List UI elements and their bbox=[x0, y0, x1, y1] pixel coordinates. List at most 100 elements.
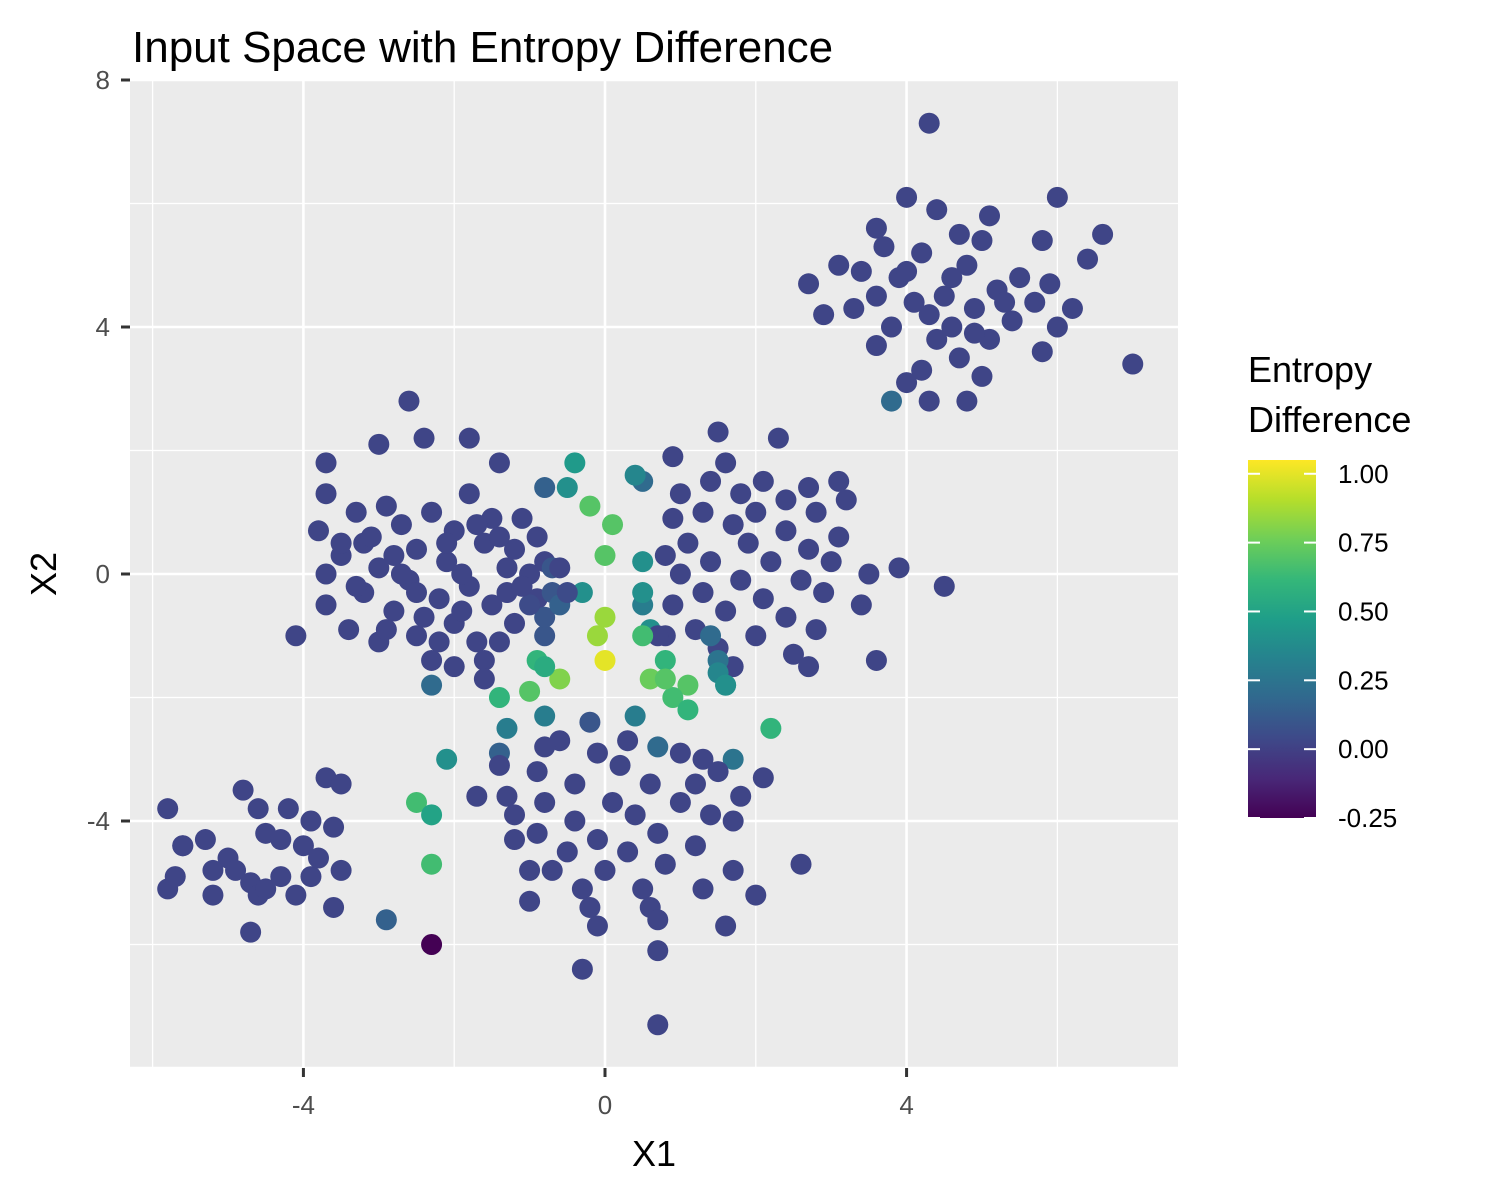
data-point bbox=[202, 884, 224, 906]
data-point bbox=[692, 878, 714, 900]
data-point bbox=[307, 847, 329, 869]
data-point bbox=[421, 804, 443, 826]
data-point bbox=[488, 687, 510, 708]
data-point bbox=[602, 514, 624, 536]
data-point bbox=[880, 390, 902, 412]
data-point bbox=[330, 532, 352, 554]
data-point bbox=[888, 557, 910, 579]
data-point bbox=[903, 291, 925, 313]
data-point bbox=[526, 822, 548, 844]
data-point bbox=[564, 452, 586, 474]
data-point bbox=[715, 452, 737, 474]
data-point bbox=[421, 649, 443, 671]
data-point bbox=[896, 260, 918, 282]
data-point bbox=[519, 890, 541, 912]
data-point bbox=[172, 835, 194, 857]
data-point bbox=[194, 829, 216, 851]
data-point bbox=[466, 514, 488, 536]
data-points bbox=[157, 112, 1144, 1036]
data-point bbox=[413, 606, 435, 628]
data-point bbox=[330, 859, 352, 881]
data-point bbox=[579, 896, 601, 918]
data-point bbox=[390, 563, 412, 585]
data-point bbox=[700, 470, 722, 492]
data-point bbox=[941, 267, 963, 289]
data-point bbox=[413, 427, 435, 449]
data-point bbox=[865, 217, 887, 239]
data-point bbox=[594, 859, 616, 881]
data-point bbox=[368, 433, 390, 455]
data-point bbox=[488, 631, 510, 653]
data-point bbox=[1092, 223, 1114, 245]
data-point bbox=[345, 575, 367, 597]
data-point bbox=[488, 452, 510, 474]
data-point bbox=[979, 205, 1001, 227]
data-point bbox=[504, 612, 526, 634]
data-point bbox=[534, 625, 556, 647]
data-point bbox=[579, 495, 601, 517]
data-point bbox=[292, 835, 314, 857]
data-point bbox=[632, 625, 654, 647]
x-axis-title: X1 bbox=[632, 1133, 676, 1174]
data-point bbox=[624, 464, 646, 486]
data-point bbox=[948, 347, 970, 369]
data-point bbox=[1031, 341, 1053, 363]
data-point bbox=[300, 810, 322, 832]
data-point bbox=[722, 810, 744, 832]
data-point bbox=[406, 791, 428, 813]
data-point bbox=[865, 335, 887, 357]
data-point bbox=[933, 575, 955, 597]
data-point bbox=[368, 557, 390, 579]
data-point bbox=[700, 625, 722, 647]
data-point bbox=[602, 791, 624, 813]
data-point bbox=[692, 582, 714, 604]
data-point bbox=[752, 588, 774, 610]
data-point bbox=[933, 285, 955, 307]
data-point bbox=[707, 421, 729, 443]
data-point bbox=[232, 779, 254, 801]
data-point bbox=[760, 551, 782, 573]
data-point bbox=[511, 575, 533, 597]
data-point bbox=[745, 625, 767, 647]
data-point bbox=[971, 230, 993, 252]
data-point bbox=[865, 649, 887, 671]
data-point bbox=[421, 934, 443, 955]
data-point bbox=[632, 551, 654, 573]
data-point bbox=[730, 785, 752, 807]
data-point bbox=[534, 705, 556, 727]
data-point bbox=[617, 730, 639, 752]
data-point bbox=[798, 477, 820, 499]
data-point bbox=[534, 477, 556, 499]
legend-colorbar bbox=[1248, 460, 1316, 818]
data-point bbox=[564, 810, 586, 832]
data-point bbox=[398, 390, 420, 412]
data-point bbox=[556, 841, 578, 863]
data-point bbox=[911, 359, 933, 381]
data-point bbox=[240, 921, 262, 943]
data-point bbox=[956, 254, 978, 276]
data-point bbox=[647, 940, 669, 962]
data-point bbox=[315, 594, 337, 616]
data-point bbox=[722, 859, 744, 881]
data-point bbox=[639, 668, 661, 690]
data-point bbox=[737, 532, 759, 554]
data-point bbox=[775, 489, 797, 511]
legend-tick-label: 0.25 bbox=[1338, 665, 1389, 695]
data-point bbox=[662, 446, 684, 468]
data-point bbox=[669, 563, 691, 585]
data-point bbox=[828, 470, 850, 492]
data-point bbox=[338, 619, 360, 641]
data-point bbox=[730, 483, 752, 505]
legend-title-line: Entropy bbox=[1248, 349, 1372, 390]
data-point bbox=[654, 853, 676, 875]
data-point bbox=[481, 594, 503, 616]
data-point bbox=[662, 594, 684, 616]
legend-tick-label: 0.00 bbox=[1338, 734, 1389, 764]
data-point bbox=[632, 582, 654, 604]
data-point bbox=[586, 742, 608, 764]
data-point bbox=[654, 668, 676, 690]
data-point bbox=[647, 736, 669, 758]
data-point bbox=[918, 390, 940, 412]
data-point bbox=[458, 483, 480, 505]
